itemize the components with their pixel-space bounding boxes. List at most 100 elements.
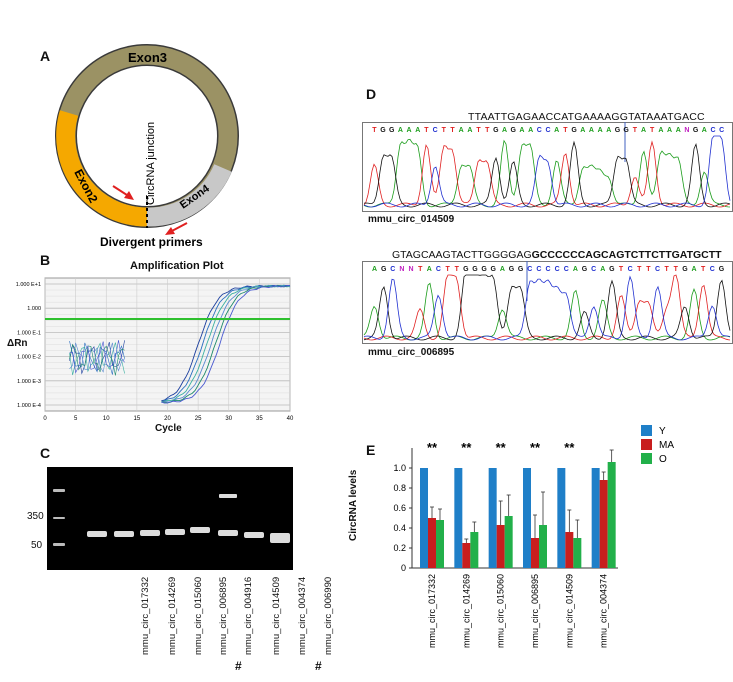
gel-lane-label: mmu_circ_006990: [323, 576, 334, 655]
called-base: G: [518, 266, 524, 273]
called-base: G: [389, 127, 395, 134]
called-base: A: [502, 127, 507, 134]
amp-curve: [161, 285, 291, 403]
panel-c-label: C: [40, 445, 51, 461]
legend-label: Y: [659, 426, 666, 437]
called-base: C: [564, 266, 569, 273]
called-base: G: [719, 266, 725, 273]
significance-marker: **: [564, 440, 575, 455]
trace-t: [363, 274, 731, 341]
called-base: C: [545, 127, 550, 134]
bar-ma: [599, 480, 608, 568]
exon3-label: Exon3: [128, 50, 167, 65]
called-base: A: [702, 127, 707, 134]
ytick-label: 0.4: [393, 523, 406, 533]
called-base: G: [582, 266, 588, 273]
bar-y: [454, 468, 463, 568]
exon2-arc: [56, 110, 148, 227]
called-base: A: [427, 266, 432, 273]
ytick-label: 1.000 E+1: [16, 282, 41, 288]
trace-a: [363, 138, 731, 208]
amp-curve: [161, 285, 291, 404]
gel-lane-label: mmu_circ_006895: [218, 576, 229, 655]
called-base: C: [536, 266, 541, 273]
called-base: T: [563, 127, 568, 134]
called-base: G: [511, 127, 517, 134]
seq2-ref-normal: GTAGCAAGTACTTGGGGAG: [392, 249, 532, 261]
ytick-label: 1.0: [393, 463, 406, 473]
called-base: T: [633, 127, 638, 134]
called-base: N: [399, 266, 404, 273]
bar-o: [607, 462, 616, 568]
trace-a: [363, 282, 731, 341]
bar-y: [420, 468, 428, 568]
panel-e-label: E: [366, 442, 376, 458]
circrna-diagram: Exon3 Exon2 Exon4 CircRNA junction Diver…: [55, 44, 239, 249]
trace-t: [363, 140, 731, 208]
called-base: A: [519, 127, 524, 134]
trace-g: [363, 140, 731, 208]
called-base: C: [591, 266, 596, 273]
called-base: T: [637, 266, 642, 273]
called-base: N: [409, 266, 414, 273]
called-base: A: [589, 127, 594, 134]
called-base: G: [472, 266, 478, 273]
bar-chart-ylabel-text: CircRNA levels: [348, 469, 359, 541]
called-base: G: [381, 266, 387, 273]
called-base: T: [442, 127, 447, 134]
called-base: A: [415, 127, 420, 134]
amp-plot-title: Amplification Plot: [130, 260, 224, 272]
panel-a-label: A: [40, 48, 51, 64]
called-base: T: [450, 127, 455, 134]
gel-band: [87, 531, 107, 537]
gel-band: [270, 533, 290, 543]
called-base: T: [372, 127, 377, 134]
bar-o: [470, 532, 479, 568]
xtick-label: 15: [134, 416, 141, 420]
significance-marker: **: [496, 440, 507, 455]
trace-c: [363, 275, 731, 341]
panel-b-label: B: [40, 252, 51, 268]
gel-band: [165, 529, 185, 535]
gel-band: [190, 527, 210, 533]
legend-label: MA: [659, 440, 674, 451]
amplification-curves: [69, 284, 291, 404]
gel-lane-hash: #: [235, 659, 242, 673]
gel-lane-label: mmu_circ_015060: [193, 576, 204, 655]
amplification-plot: 1.000 E+1 1.000 1.000 E-1 1.000 E-2 1.000 E-…: [16, 277, 294, 420]
gel-lane-label: mmu_circ_014269: [167, 576, 178, 655]
ytick-label: 0.2: [393, 543, 406, 553]
amp-curve: [161, 284, 291, 403]
called-base: A: [692, 266, 697, 273]
called-base: C: [537, 127, 542, 134]
called-base: G: [615, 127, 621, 134]
amp-plot-ylabel: ΔRn: [7, 338, 28, 349]
bar-y: [557, 468, 566, 568]
bar-ma: [496, 525, 505, 568]
plot-yticks: 1.000 E+1 1.000 1.000 E-1 1.000 E-2 1.000 E-…: [16, 282, 41, 409]
category-label: mmu_circ_004374: [599, 574, 609, 648]
gel-lane-label: mmu_circ_004916: [243, 576, 254, 655]
seq1-reference: TTAATTGAGAACCATGAAAAGGTATAAATGACC: [468, 111, 705, 123]
gel-band: [218, 530, 238, 536]
amp-curve: [161, 284, 291, 404]
seq2-name: mmu_circ_006895: [368, 347, 455, 358]
called-base: A: [580, 127, 585, 134]
called-base: G: [509, 266, 515, 273]
called-base: A: [600, 266, 605, 273]
called-base: C: [436, 266, 441, 273]
plot-grid: [44, 278, 291, 411]
ytick-label: 1.000 E-4: [17, 403, 41, 409]
called-base: C: [390, 266, 395, 273]
xtick-label: 0: [43, 416, 47, 420]
ytick-label: 1.000 E-2: [17, 355, 41, 361]
called-base: C: [710, 127, 715, 134]
called-base: C: [655, 266, 660, 273]
called-base: A: [554, 127, 559, 134]
noise-curve: [69, 340, 125, 374]
called-base: A: [641, 127, 646, 134]
xtick-label: 20: [164, 416, 171, 420]
xtick-label: 35: [256, 416, 263, 420]
called-base: T: [674, 266, 679, 273]
called-base: G: [493, 127, 499, 134]
